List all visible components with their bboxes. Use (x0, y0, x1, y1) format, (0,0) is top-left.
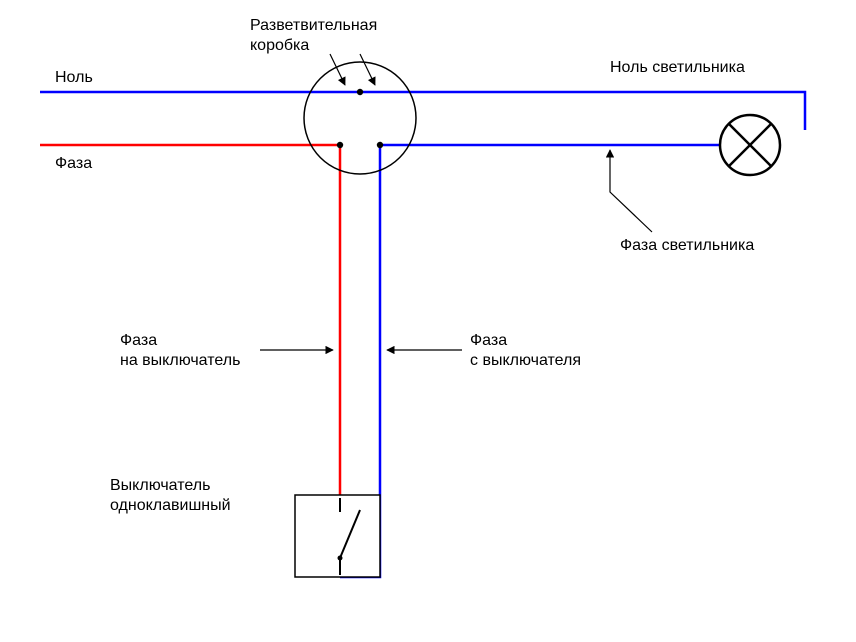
wiring-diagram: Разветвительная коробка Ноль Фаза Ноль с… (0, 0, 856, 642)
wire-neutral (40, 92, 805, 130)
label-phase-to-switch: Фаза на выключатель (120, 332, 240, 369)
node-neutral (357, 89, 363, 95)
label-lamp-phase: Фаза светильника (620, 237, 754, 254)
node-phase-out (377, 142, 383, 148)
label-neutral-in: Ноль (55, 69, 93, 86)
wire-phase-in (40, 145, 340, 498)
label-lamp-neutral: Ноль светильника (610, 59, 745, 76)
lamp-symbol (720, 115, 780, 175)
arrow-junction-2 (360, 54, 375, 85)
label-phase-from-switch: Фаза с выключателя (470, 332, 581, 369)
switch-symbol (295, 495, 380, 577)
arrow-lamp-phase (610, 150, 652, 232)
label-switch: Выключатель одноклавишный (110, 477, 231, 514)
label-phase-in: Фаза (55, 155, 92, 172)
junction-box (304, 62, 416, 174)
node-phase-in (337, 142, 343, 148)
label-junction-box: Разветвительная коробка (250, 17, 382, 54)
